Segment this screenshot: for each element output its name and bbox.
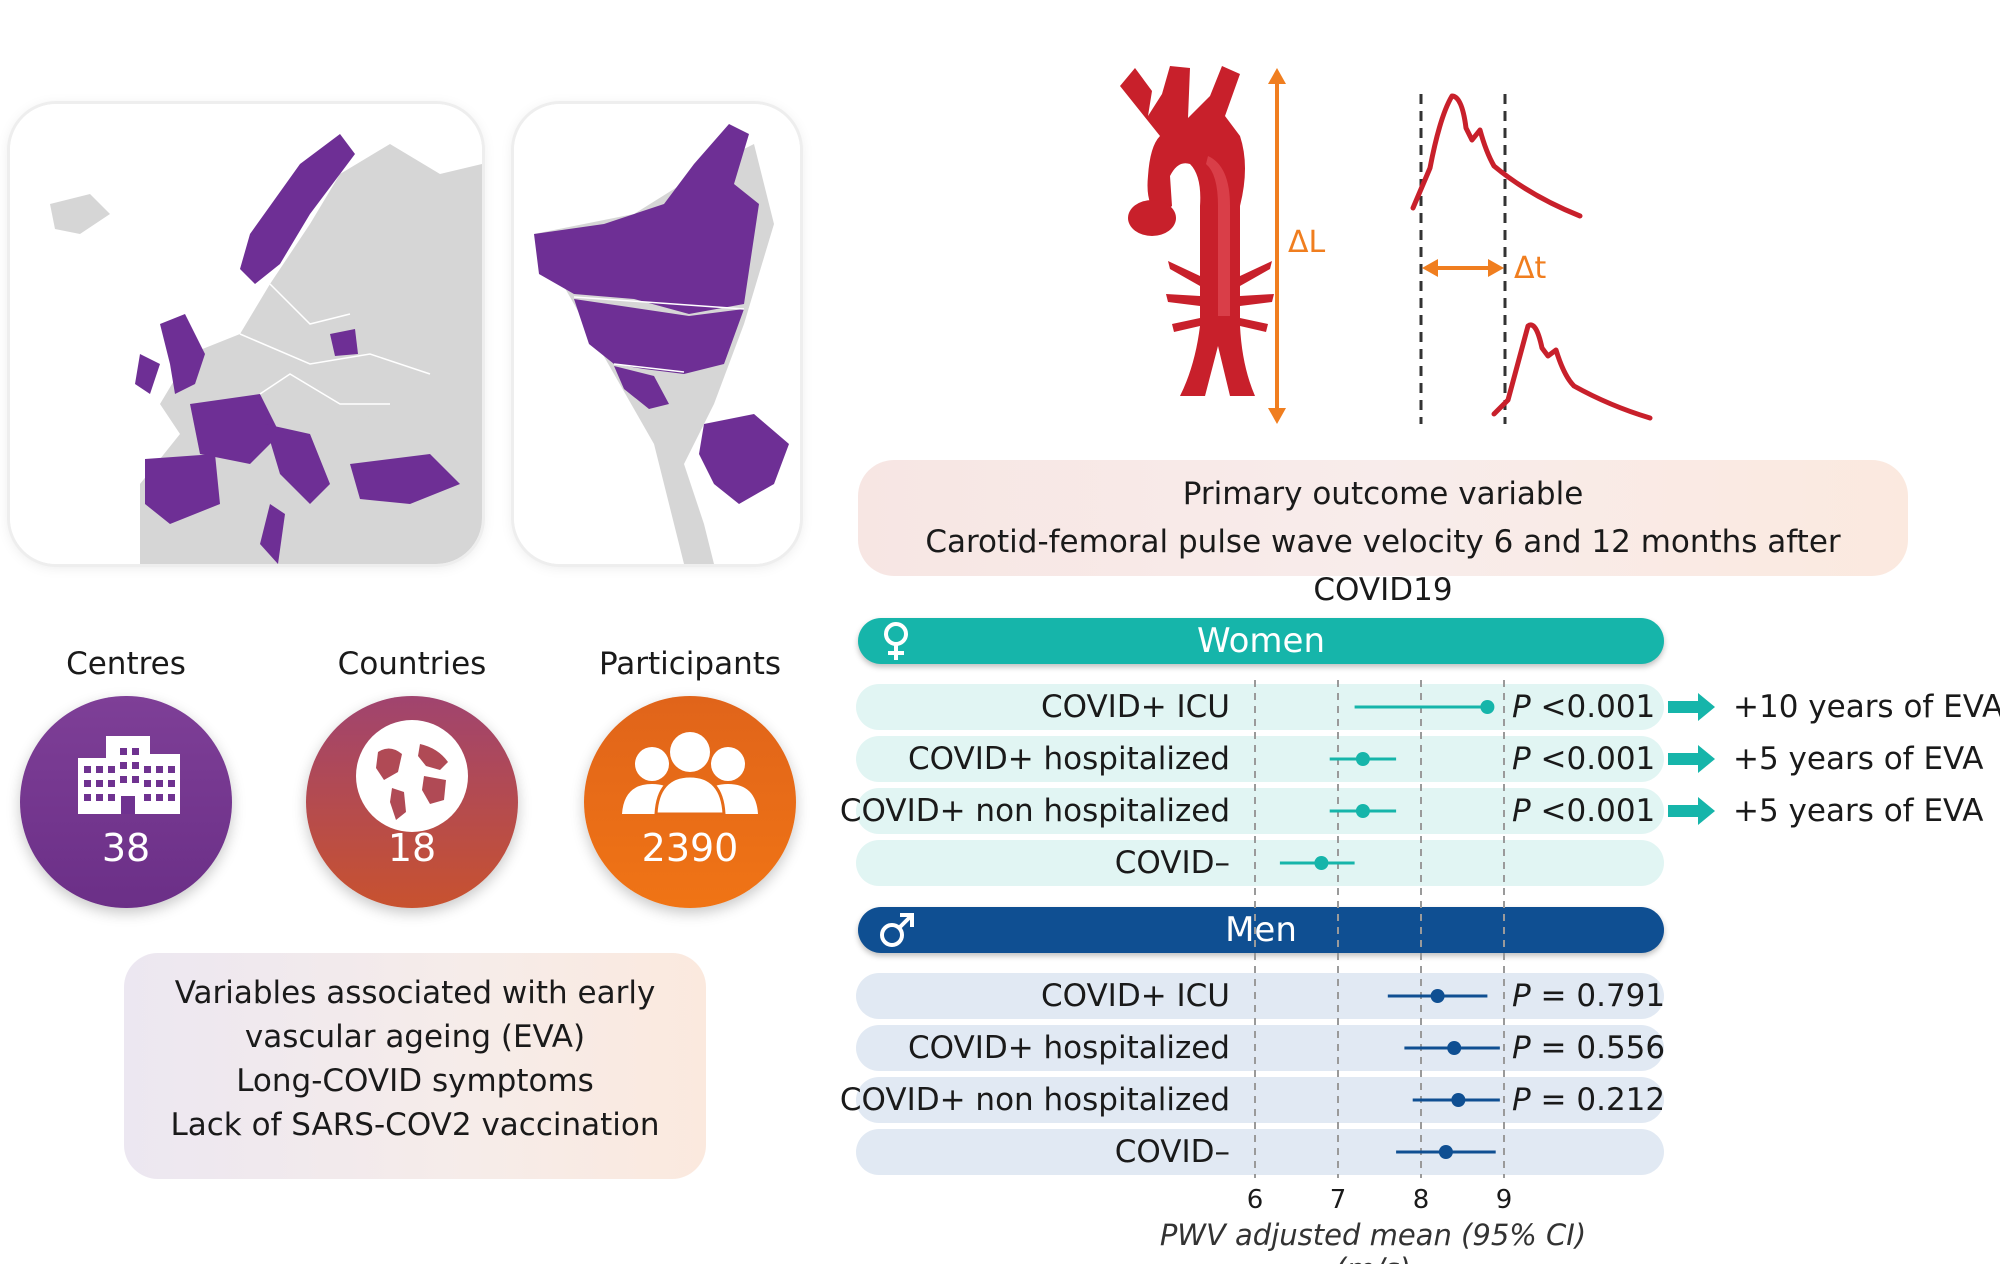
- row-label: COVID+ ICU: [1040, 689, 1230, 725]
- eva-arrow-icon: [1668, 745, 1715, 773]
- forest-row: [856, 736, 1664, 782]
- p-value: P <0.001: [1512, 684, 1655, 730]
- p-value: P = 0.212: [1512, 1077, 1665, 1123]
- participants-circle: 2390: [584, 696, 796, 908]
- x-tick-label: 7: [1330, 1185, 1347, 1215]
- row-label: COVID–: [1114, 1134, 1230, 1170]
- variables-line: Lack of SARS-COV2 vaccination: [170, 1107, 660, 1143]
- forest-row: [856, 1129, 1664, 1175]
- forest-row: [856, 684, 1664, 730]
- countries-circle: 18: [306, 696, 518, 908]
- p-value: P = 0.556: [1512, 1025, 1665, 1071]
- stat-label-participants: Participants: [598, 646, 782, 682]
- x-tick-label: 6: [1247, 1185, 1264, 1215]
- centres-circle: 38: [20, 696, 232, 908]
- p-symbol: P: [1512, 793, 1531, 829]
- p-value: P = 0.791: [1512, 973, 1665, 1019]
- p-value-text: = 0.212: [1530, 1082, 1666, 1118]
- stat-label-countries: Countries: [337, 646, 487, 682]
- p-symbol: P: [1512, 1082, 1531, 1118]
- row-label: COVID+ hospitalized: [907, 741, 1230, 777]
- outcome-title: Primary outcome variable: [1182, 476, 1584, 512]
- eva-arrow-icon: [1668, 693, 1715, 721]
- globe-icon: [356, 720, 468, 832]
- centres-value: 38: [101, 826, 151, 870]
- variables-line: Long-COVID symptoms: [236, 1063, 594, 1099]
- forest-row: [856, 1077, 1664, 1123]
- women-header: Women: [858, 618, 1664, 664]
- europe-map: [10, 104, 482, 564]
- outcome-subtitle: Carotid-femoral pulse wave velocity 6 an…: [925, 524, 1841, 608]
- europe-map-card: [10, 104, 482, 564]
- primary-outcome-box: Primary outcome variable Carotid-femoral…: [858, 460, 1908, 608]
- variables-line: Variables associated with early: [174, 975, 656, 1011]
- p-value-text: <0.001: [1530, 689, 1656, 725]
- length-delta-label: ΔL: [1288, 225, 1326, 260]
- p-value-text: = 0.791: [1530, 978, 1666, 1014]
- row-label: COVID+ ICU: [1040, 978, 1230, 1014]
- stat-label-centres: Centres: [66, 646, 186, 682]
- p-value-text: = 0.556: [1530, 1030, 1666, 1066]
- forest-row: [856, 788, 1664, 834]
- men-header-label: Men: [1225, 910, 1297, 950]
- participants-value: 2390: [641, 826, 739, 870]
- p-value: P <0.001: [1512, 736, 1655, 782]
- forest-row: [856, 1025, 1664, 1071]
- female-symbol-icon: [884, 622, 908, 660]
- americas-map: [514, 104, 800, 564]
- eva-text: +5 years of EVA: [1733, 741, 1984, 777]
- x-tick-label: 8: [1413, 1185, 1430, 1215]
- forest-row: [856, 840, 1664, 886]
- row-label: COVID+ non hospitalized: [839, 1082, 1230, 1118]
- building-icon: [78, 736, 180, 814]
- people-icon: [622, 732, 758, 816]
- americas-map-card: [514, 104, 800, 564]
- variables-line: vascular ageing (EVA): [244, 1019, 586, 1055]
- eva-text: +5 years of EVA: [1733, 793, 1984, 829]
- row-label: COVID–: [1114, 845, 1230, 881]
- x-axis-label: PWV adjusted mean (95% CI) (m/s): [1159, 1218, 1587, 1264]
- p-value-text: <0.001: [1530, 741, 1656, 777]
- row-label: COVID+ non hospitalized: [839, 793, 1230, 829]
- eva-text: +10 years of EVA: [1733, 689, 2000, 725]
- forest-row: [856, 973, 1664, 1019]
- time-delta-label: Δt: [1514, 251, 1547, 286]
- p-symbol: P: [1512, 689, 1531, 725]
- p-symbol: P: [1512, 978, 1531, 1014]
- male-symbol-icon: [880, 913, 914, 947]
- men-header: Men: [858, 907, 1664, 953]
- countries-value: 18: [387, 826, 437, 870]
- p-symbol: P: [1512, 741, 1531, 777]
- women-header-label: Women: [1196, 621, 1325, 661]
- eva-arrow-icon: [1668, 797, 1715, 825]
- aorta-illustration: ΔL Δt: [1120, 66, 1653, 424]
- variables-box: Variables associated with early vascular…: [124, 953, 706, 1179]
- p-symbol: P: [1512, 1030, 1531, 1066]
- x-tick-label: 9: [1496, 1185, 1513, 1215]
- p-value-text: <0.001: [1530, 793, 1656, 829]
- row-label: COVID+ hospitalized: [907, 1030, 1230, 1066]
- p-value: P <0.001: [1512, 788, 1655, 834]
